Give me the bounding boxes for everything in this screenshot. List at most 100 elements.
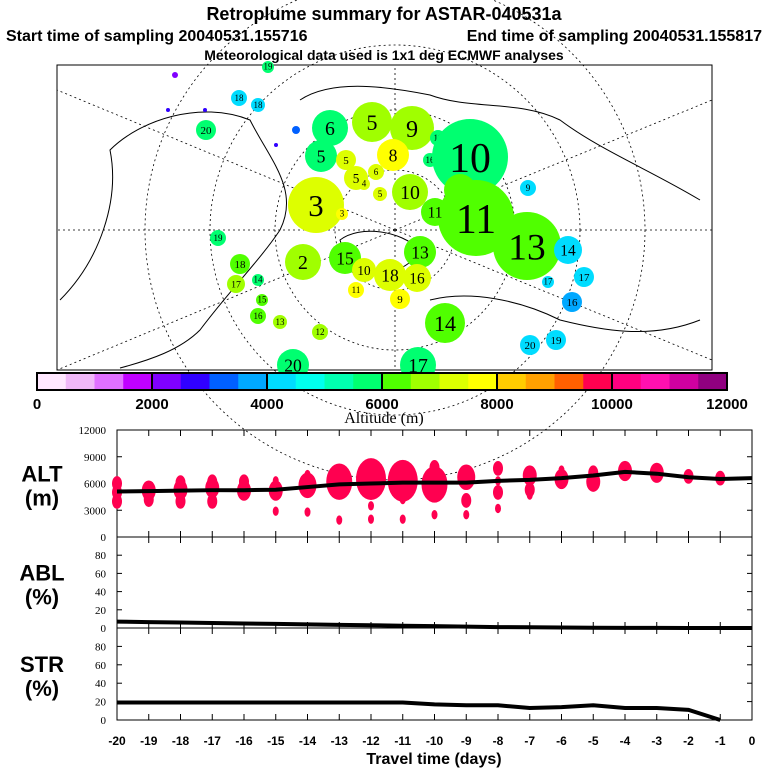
x-tick-label: -3: [651, 734, 662, 748]
y-tick-label: 3000: [84, 505, 107, 517]
map-marker: [172, 72, 178, 78]
particle-cluster: [368, 514, 374, 524]
series-line-str: [117, 700, 721, 722]
met-data-note: Meteorological data used is 1x1 deg ECMW…: [204, 47, 564, 63]
map-marker-label: 20: [284, 355, 302, 375]
particle-cluster: [368, 501, 374, 511]
x-tick-label: -18: [172, 734, 190, 748]
map-marker: [374, 259, 406, 291]
map-marker: [312, 110, 348, 146]
map-marker-label: 20: [201, 125, 213, 137]
colorbar-tick: 8000: [480, 396, 513, 413]
particle-cluster: [175, 493, 186, 509]
map-marker-label: 5: [367, 110, 378, 135]
y-tick-label: 0: [101, 623, 107, 635]
x-tick-label: -16: [235, 734, 253, 748]
particle-cluster: [356, 458, 386, 500]
map-marker: [262, 61, 274, 73]
map-marker-label: 15: [336, 248, 354, 268]
colorbar-swatch: [497, 373, 527, 390]
coastlines: [59, 85, 701, 369]
map-marker: [251, 98, 265, 112]
y-tick-label: 40: [95, 587, 107, 599]
colorbar-swatch: [238, 373, 268, 390]
map-marker-label: 11: [352, 285, 361, 295]
map-marker-label: 15: [258, 294, 268, 304]
colorbar-swatch: [295, 373, 325, 390]
particle-cluster: [112, 493, 122, 509]
map-marker-label: 6: [374, 167, 379, 177]
colorbar-swatch: [37, 373, 67, 390]
colorbar-swatch: [669, 373, 699, 390]
map-marker: [403, 264, 431, 292]
particle-cluster: [463, 510, 470, 520]
colorbar-swatch: [324, 373, 354, 390]
colorbar-tick: 10000: [591, 396, 633, 413]
x-tick-label: -17: [204, 734, 222, 748]
x-tick-label: -11: [394, 734, 411, 748]
map-marker-label: 9: [406, 116, 418, 143]
map-marker-label: 20: [525, 340, 537, 352]
colorbar-swatch: [209, 373, 239, 390]
x-tick-label: 0: [749, 734, 756, 748]
map-marker: [542, 276, 554, 288]
map-marker-label: 11: [428, 205, 443, 222]
map-marker-label: 13: [411, 242, 429, 262]
colorbar-tick: 2000: [135, 396, 168, 413]
particle-cluster: [431, 510, 438, 520]
map-marker-label: 17: [231, 280, 241, 291]
map-marker-label: 16: [426, 155, 436, 165]
colorbar-swatch: [382, 373, 412, 390]
y-tick-label: 9000: [84, 452, 107, 464]
map-marker: [305, 140, 337, 172]
series-line-alt: [116, 469, 753, 494]
x-tick-label: -5: [588, 734, 599, 748]
map-marker: [312, 324, 328, 340]
map-marker-label: 10: [357, 263, 371, 278]
x-tick-label: -2: [683, 734, 694, 748]
x-tick-label: -12: [362, 734, 380, 748]
colorbar-swatch: [554, 373, 584, 390]
map-marker: [231, 90, 247, 106]
map-marker-label: 9: [526, 183, 531, 193]
colorbar-swatch: [267, 373, 297, 390]
particle-cluster: [461, 493, 472, 508]
map-marker-label: 18: [235, 259, 247, 271]
colorbar-tick: 6000: [365, 396, 398, 413]
map-marker-label: 14: [254, 274, 264, 284]
map-marker-label: 5: [317, 146, 326, 166]
particle-cluster: [526, 490, 533, 500]
map-marker: [274, 143, 278, 147]
particle-cluster: [493, 460, 503, 476]
map-marker: [288, 177, 344, 233]
map-marker-label: 19: [264, 61, 274, 71]
map-marker: [285, 244, 321, 280]
map-marker: [252, 274, 264, 286]
map: 1918182065951816108556910353411131114171…: [56, 0, 713, 481]
x-tick-label: -8: [493, 734, 504, 748]
colorbar-swatch: [583, 373, 613, 390]
x-tick-label: -15: [267, 734, 285, 748]
map-marker-label: 13: [276, 317, 286, 327]
map-marker-label: 10: [400, 182, 420, 204]
start-time: Start time of sampling 20040531.155716: [6, 28, 308, 45]
x-tick-label: -14: [299, 734, 317, 748]
y-tick-label: 20: [95, 697, 107, 709]
map-marker: [520, 335, 540, 355]
map-marker-label: 18: [235, 93, 245, 103]
x-tick-label: -9: [461, 734, 472, 748]
map-marker: [493, 212, 561, 280]
map-marker-label: 18: [381, 265, 399, 285]
map-marker: [392, 174, 428, 210]
map-marker: [373, 187, 387, 201]
altitude-colorbar: 0 2000 4000 6000 8000 10000 12000: [33, 372, 748, 413]
map-marker-label: 8: [389, 145, 398, 165]
map-marker: [554, 236, 582, 264]
map-marker: [210, 230, 226, 246]
panel-label-alt: ALT: [21, 462, 63, 487]
map-marker-label: 14: [434, 311, 456, 336]
map-marker-label: 2: [298, 252, 308, 274]
y-tick-label: 12000: [79, 425, 107, 437]
x-tick-label: -4: [620, 734, 631, 748]
map-marker-label: 17: [544, 276, 554, 286]
